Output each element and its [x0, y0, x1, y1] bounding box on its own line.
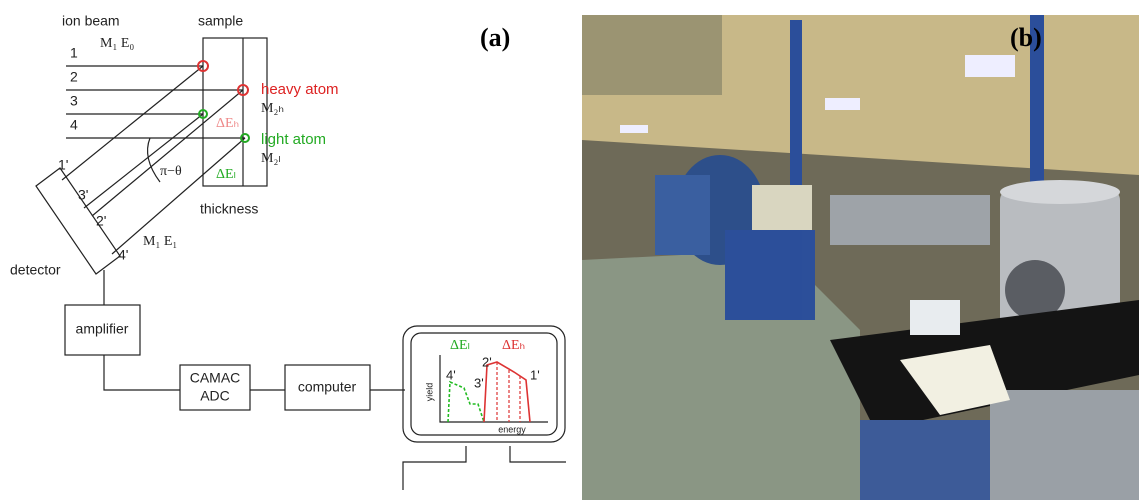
floor-equipment — [990, 390, 1139, 500]
peak-label: 1' — [530, 367, 540, 382]
balcony — [582, 15, 722, 95]
beam-number: 2 — [70, 69, 78, 85]
scatter-line — [112, 138, 245, 254]
beam-pipe — [830, 195, 990, 245]
beam-energy: M₁ E₀ — [100, 36, 134, 51]
monitor-stand — [403, 446, 466, 490]
scattered-energy: M₁ E₁ — [143, 234, 177, 249]
angle-label: π−θ — [160, 164, 182, 179]
detected-label: 4' — [118, 247, 128, 263]
spectrum-axes — [440, 355, 548, 422]
heavy-atom-label: heavy atom — [261, 81, 339, 98]
table-rack — [860, 420, 990, 500]
detector-label: detector — [10, 262, 61, 278]
light-atom-label: light atom — [261, 131, 326, 148]
panel-a: (a) ion beam sample M₁ E₀ 1 2 3 4 heavy … — [10, 13, 566, 490]
panel-label: (a) — [480, 23, 510, 52]
detected-label: 3' — [78, 187, 88, 203]
angle-arc — [148, 138, 160, 182]
figure: (a) ion beam sample M₁ E₀ 1 2 3 4 heavy … — [0, 0, 1139, 500]
wire — [104, 355, 180, 390]
computer-label: computer — [298, 379, 357, 395]
adc-label: ADC — [200, 388, 230, 404]
beam-number: 1 — [70, 45, 78, 61]
scatter-line — [84, 114, 203, 208]
spectrum-heavy-loss: ΔEₕ — [502, 338, 525, 353]
peak-label: 3' — [474, 375, 484, 390]
ceiling-light — [825, 98, 860, 110]
detector-shape — [36, 168, 120, 274]
spectrum-x-label: energy — [498, 424, 526, 434]
ion-beam-label: ion beam — [62, 13, 120, 29]
beam-number: 4 — [70, 117, 78, 133]
detected-label: 1' — [58, 157, 68, 173]
panel-b: (b) — [582, 15, 1139, 500]
blue-pillar — [790, 20, 802, 320]
adc-label: CAMAC — [190, 370, 241, 386]
chamber-lid — [1000, 180, 1120, 204]
scatter-line — [92, 90, 243, 216]
light-mass: M₂ₗ — [261, 151, 281, 166]
heavy-loss: ΔEₕ — [216, 116, 239, 131]
peak-label: 2' — [482, 354, 492, 369]
monitor-stand — [510, 446, 566, 462]
magnet — [752, 185, 812, 230]
light-loss: ΔEₗ — [216, 167, 236, 182]
scatter-line — [62, 66, 203, 180]
tissue-box — [910, 300, 960, 335]
spectrum-light-loss: ΔEₗ — [450, 338, 470, 353]
heavy-peak — [484, 362, 530, 422]
blue-tank — [655, 175, 710, 255]
detected-label: 2' — [96, 213, 106, 229]
peak-label: 4' — [446, 367, 456, 382]
amplifier-label: amplifier — [76, 321, 129, 337]
beam-number: 3 — [70, 93, 78, 109]
sample-label: sample — [198, 13, 243, 29]
spectrum-y-label: yield — [424, 383, 434, 402]
ceiling-light — [620, 125, 648, 133]
heavy-mass: M₂ₕ — [261, 101, 284, 116]
panel-label: (b) — [1010, 23, 1042, 52]
heavy-peak-dash — [497, 362, 520, 422]
thickness-label: thickness — [200, 201, 258, 217]
sample-box — [203, 38, 267, 186]
ceiling-light — [965, 55, 1015, 77]
